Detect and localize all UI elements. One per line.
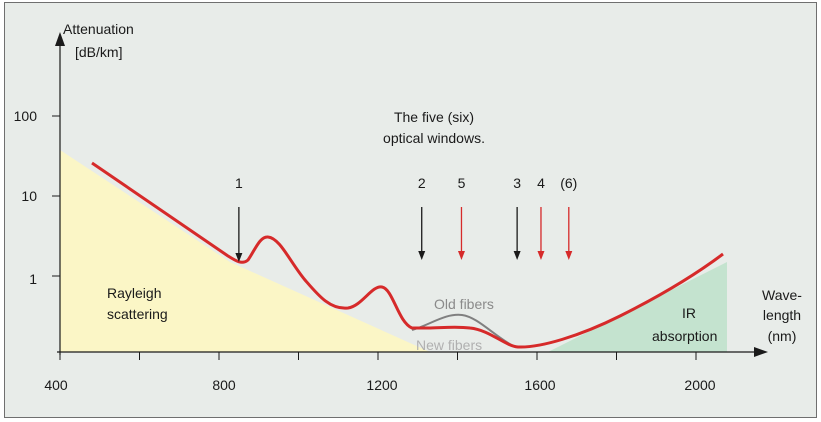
series-line-old-fibers bbox=[411, 313, 516, 348]
chart-title-line-2: optical windows. bbox=[383, 130, 485, 146]
x-tick-label-400: 400 bbox=[44, 377, 68, 393]
series-line-new-fibers bbox=[91, 161, 724, 349]
y-tick-label-100: 100 bbox=[14, 108, 38, 124]
window-label-5: 5 bbox=[458, 175, 466, 191]
window-arrowhead-6 bbox=[565, 251, 573, 260]
series-label-old-fibers: Old fibers bbox=[434, 296, 494, 312]
window-label-4: 4 bbox=[537, 175, 545, 191]
ir-label-line-2: absorption bbox=[652, 328, 717, 344]
y-axis-label-line-2: [dB/km] bbox=[75, 44, 122, 60]
window-arrowhead-5 bbox=[457, 251, 465, 260]
x-axis-arrow bbox=[754, 347, 768, 357]
series-label-new-fibers: New fibers bbox=[416, 337, 482, 353]
x-tick-label-2000: 2000 bbox=[684, 377, 715, 393]
window-arrowhead-1 bbox=[235, 253, 243, 262]
window-label-6: (6) bbox=[560, 175, 577, 191]
chart-title-line-1: The five (six) bbox=[394, 109, 474, 125]
x-axis-label-line-1: Wave- bbox=[762, 287, 802, 303]
window-arrowhead-3 bbox=[513, 251, 521, 260]
x-tick-label-1600: 1600 bbox=[524, 377, 555, 393]
optical-windows: 1 2 5 3 4 (6) bbox=[235, 175, 577, 262]
rayleigh-label-line-1: Rayleigh bbox=[107, 285, 161, 301]
window-label-1: 1 bbox=[235, 175, 243, 191]
window-label-2: 2 bbox=[418, 175, 426, 191]
y-axis-label-line-1: Attenuation bbox=[63, 21, 134, 37]
y-tick-label-1: 1 bbox=[29, 271, 37, 287]
window-arrowhead-2 bbox=[418, 251, 426, 260]
window-label-3: 3 bbox=[513, 175, 521, 191]
x-axis-label-line-2: length bbox=[763, 307, 801, 323]
window-arrowhead-4 bbox=[537, 251, 545, 260]
x-ticks bbox=[59, 352, 697, 360]
y-tick-label-10: 10 bbox=[21, 188, 37, 204]
x-tick-label-800: 800 bbox=[212, 377, 236, 393]
ir-label-line-1: IR bbox=[682, 305, 696, 321]
x-tick-label-1200: 1200 bbox=[366, 377, 397, 393]
rayleigh-label-line-2: scattering bbox=[107, 306, 168, 322]
rayleigh-region bbox=[60, 150, 430, 352]
x-axis-label-line-3: (nm) bbox=[768, 328, 797, 344]
y-axis-arrow bbox=[55, 32, 65, 46]
